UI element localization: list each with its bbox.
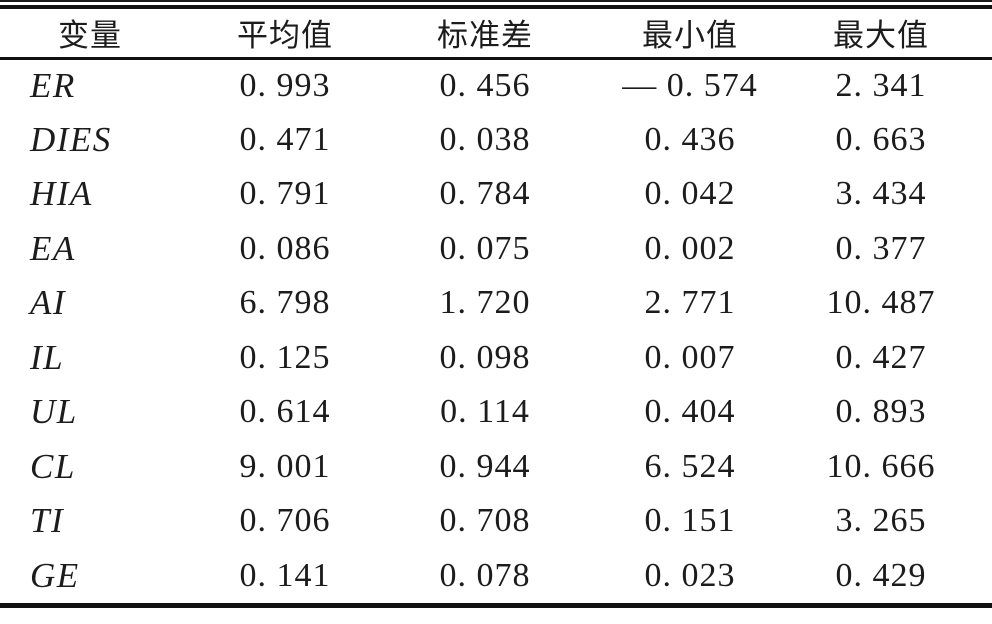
variable-cell: IL — [30, 337, 65, 377]
stddev-cell: 0. 456 — [439, 67, 531, 104]
min-cell: 0. 002 — [644, 229, 736, 267]
min-cell: 0. 436 — [644, 120, 736, 158]
table-header: 变量 平均值 标准差 最小值 最大值 — [0, 9, 992, 58]
min-cell: 0. 404 — [644, 393, 736, 431]
top-rule-thin — [0, 0, 992, 2]
mean-cell: 0. 125 — [239, 338, 331, 376]
top-rule-thick — [0, 5, 992, 9]
table-row: AI 6. 798 1. 720 2. 771 10. 487 — [0, 276, 992, 331]
table-row: HIA 0. 791 0. 784 0. 042 3. 434 — [0, 167, 992, 222]
bottom-rule — [0, 603, 992, 608]
variable-cell: GE — [30, 555, 80, 595]
mean-cell: 0. 791 — [239, 175, 331, 213]
stddev-cell: 0. 075 — [439, 229, 531, 267]
col-header-stddev: 标准差 — [437, 18, 533, 54]
table-row: DIES 0. 471 0. 038 0. 436 0. 663 — [0, 113, 992, 168]
col-header-variable: 变量 — [58, 18, 122, 54]
mean-cell: 6. 798 — [239, 284, 331, 322]
max-cell: 10. 487 — [826, 284, 936, 322]
table-row: CL 9. 001 0. 944 6. 524 10. 666 — [0, 440, 992, 495]
variable-cell: UL — [30, 392, 78, 432]
min-cell: 0. 023 — [644, 556, 736, 594]
table-row: EA 0. 086 0. 075 0. 002 0. 377 — [0, 222, 992, 277]
variable-cell: ER — [30, 66, 76, 105]
stddev-cell: 1. 720 — [439, 284, 531, 322]
stddev-cell: 0. 078 — [439, 556, 531, 594]
max-cell: 0. 663 — [835, 120, 927, 158]
max-cell: 2. 341 — [835, 67, 927, 104]
variable-cell: AI — [30, 283, 67, 323]
table-row: ER 0. 993 0. 456 — 0. 574 2. 341 — [0, 58, 992, 113]
max-cell: 3. 434 — [835, 175, 927, 213]
variable-cell: HIA — [30, 174, 93, 214]
col-header-mean: 平均值 — [237, 18, 333, 54]
max-cell: 0. 429 — [835, 556, 927, 594]
min-cell: — 0. 574 — [622, 67, 758, 104]
table-row: IL 0. 125 0. 098 0. 007 0. 427 — [0, 331, 992, 386]
variable-cell: DIES — [30, 119, 112, 159]
mean-cell: 9. 001 — [239, 447, 331, 485]
stddev-cell: 0. 098 — [439, 338, 531, 376]
max-cell: 10. 666 — [826, 447, 936, 485]
max-cell: 0. 377 — [835, 229, 927, 267]
stddev-cell: 0. 114 — [440, 393, 530, 431]
max-cell: 3. 265 — [835, 502, 927, 540]
min-cell: 0. 007 — [644, 338, 736, 376]
table-body: ER 0. 993 0. 456 — 0. 574 2. 341 DIES 0. 471 0.… — [0, 58, 992, 603]
mean-cell: 0. 086 — [239, 229, 331, 267]
col-header-min: 最小值 — [642, 18, 738, 54]
max-cell: 0. 893 — [835, 393, 927, 431]
min-cell: 0. 042 — [644, 175, 736, 213]
variable-cell: CL — [30, 446, 76, 486]
min-cell: 0. 151 — [644, 502, 736, 540]
mean-cell: 0. 993 — [239, 67, 331, 104]
mean-cell: 0. 141 — [239, 556, 331, 594]
variable-cell: EA — [30, 228, 76, 268]
descriptive-statistics-table: 变量 平均值 标准差 最小值 最大值 ER 0. 993 0. 456 — 0. 57… — [0, 9, 992, 603]
stddev-cell: 0. 038 — [439, 120, 531, 158]
top-rule-gap — [0, 2, 992, 5]
table-row: UL 0. 614 0. 114 0. 404 0. 893 — [0, 385, 992, 440]
stddev-cell: 0. 708 — [439, 502, 531, 540]
stddev-cell: 0. 784 — [439, 175, 531, 213]
min-cell: 2. 771 — [644, 284, 736, 322]
max-cell: 0. 427 — [835, 338, 927, 376]
mean-cell: 0. 471 — [239, 120, 331, 158]
mean-cell: 0. 706 — [239, 502, 331, 540]
col-header-max: 最大值 — [833, 18, 929, 54]
table-row: GE 0. 141 0. 078 0. 023 0. 429 — [0, 549, 992, 604]
table-row: TI 0. 706 0. 708 0. 151 3. 265 — [0, 494, 992, 549]
min-cell: 6. 524 — [644, 447, 736, 485]
variable-cell: TI — [30, 501, 65, 541]
header-row: 变量 平均值 标准差 最小值 最大值 — [0, 9, 992, 58]
stddev-cell: 0. 944 — [439, 447, 531, 485]
mean-cell: 0. 614 — [239, 393, 331, 431]
